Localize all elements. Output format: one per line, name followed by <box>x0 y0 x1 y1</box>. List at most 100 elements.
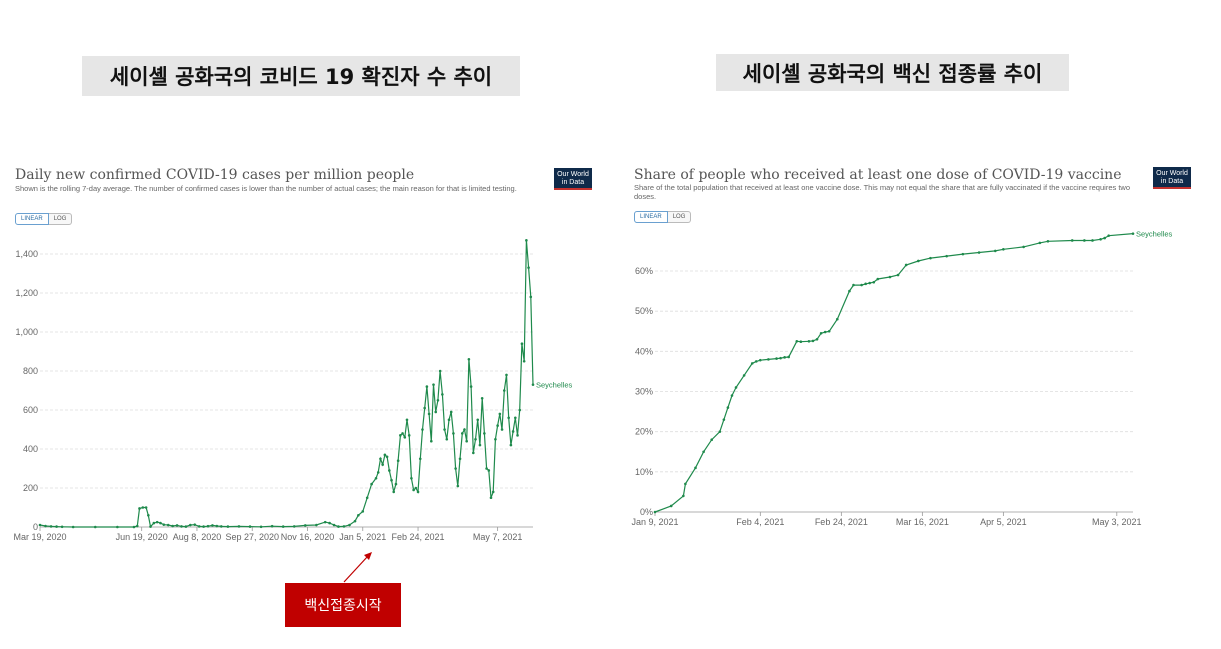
linear-button[interactable]: LINEAR <box>15 213 49 225</box>
x-tick-label: Feb 24, 2021 <box>392 532 445 542</box>
data-point <box>447 418 451 422</box>
data-point <box>315 523 318 527</box>
data-point <box>917 259 920 263</box>
data-point <box>412 488 415 492</box>
data-point <box>421 428 424 431</box>
data-point <box>1046 239 1050 243</box>
x-tick-label: Jan 5, 2021 <box>339 532 386 542</box>
data-point <box>197 525 201 528</box>
data-point <box>381 463 384 466</box>
data-point <box>864 282 867 286</box>
data-point <box>730 394 734 397</box>
data-point <box>835 317 839 321</box>
data-point <box>423 406 426 410</box>
data-point <box>474 437 477 441</box>
x-tick-label: Feb 4, 2021 <box>736 517 784 527</box>
right-heading: 세이셸 공화국의 백신 접종률 추이 <box>716 54 1069 91</box>
data-point <box>529 295 533 299</box>
data-point <box>403 436 407 439</box>
data-point <box>509 443 513 447</box>
data-point <box>682 494 685 498</box>
series-end-label: Seychelles <box>1136 230 1173 239</box>
data-point <box>929 256 932 260</box>
data-point <box>135 524 139 528</box>
y-tick-label: 50% <box>635 306 653 316</box>
data-point <box>342 525 346 528</box>
data-point <box>399 434 402 437</box>
log-button[interactable]: LOG <box>48 213 73 225</box>
x-tick-label: May 3, 2021 <box>1092 517 1142 527</box>
data-point <box>787 355 790 359</box>
data-point <box>726 406 730 409</box>
data-point <box>379 457 382 461</box>
data-point <box>522 359 526 363</box>
data-point <box>750 362 754 365</box>
data-point <box>332 523 336 527</box>
data-point <box>811 339 815 343</box>
data-point <box>60 525 64 529</box>
data-point <box>734 386 738 389</box>
data-point <box>483 432 486 435</box>
data-point <box>498 412 502 416</box>
data-point <box>514 416 517 420</box>
data-point <box>405 418 409 422</box>
data-point <box>888 275 892 279</box>
annotation-arrow-line <box>343 555 369 583</box>
data-point <box>441 393 444 396</box>
data-point <box>904 263 908 267</box>
data-point <box>414 486 418 490</box>
data-point <box>138 507 141 510</box>
x-tick-label: Jan 9, 2021 <box>631 517 678 527</box>
data-point <box>141 506 145 509</box>
data-point <box>465 439 468 443</box>
data-point <box>55 525 58 528</box>
y-tick-label: 1,000 <box>15 327 38 337</box>
data-point <box>478 443 482 447</box>
data-point <box>147 514 150 517</box>
data-point <box>1107 234 1110 237</box>
data-point <box>184 525 188 528</box>
x-tick-label: Jun 19, 2020 <box>116 532 168 542</box>
data-point <box>418 457 422 461</box>
data-point <box>684 482 687 486</box>
data-point <box>49 525 53 528</box>
y-tick-label: 200 <box>23 483 38 493</box>
left-scale-toggle: LINEAR LOG <box>15 213 73 225</box>
data-point <box>742 374 746 377</box>
data-point <box>710 438 714 442</box>
y-tick-label: 600 <box>23 405 38 415</box>
vaccination-start-annotation: 백신접종시작 <box>285 583 401 627</box>
data-point <box>945 254 948 258</box>
log-button[interactable]: LOG <box>667 211 692 223</box>
data-point <box>718 430 722 433</box>
data-point <box>480 397 484 400</box>
data-point <box>860 283 863 287</box>
data-point <box>215 524 219 528</box>
data-point <box>759 358 762 362</box>
data-point <box>472 451 475 455</box>
data-point <box>303 524 307 527</box>
data-point <box>206 524 210 528</box>
data-point <box>507 416 510 420</box>
data-point <box>1022 245 1025 249</box>
data-point <box>337 525 340 528</box>
data-point <box>430 439 433 443</box>
data-point <box>505 373 508 377</box>
data-point <box>434 410 438 414</box>
data-point <box>237 525 241 528</box>
linear-button[interactable]: LINEAR <box>634 211 668 223</box>
data-point <box>799 340 803 343</box>
data-point <box>1131 232 1135 235</box>
left-chart-subtitle: Shown is the rolling 7-day average. The … <box>15 184 517 193</box>
data-point <box>452 432 455 435</box>
data-point <box>152 521 156 525</box>
data-point <box>469 385 473 388</box>
data-point <box>1091 239 1094 242</box>
data-point <box>775 357 778 360</box>
owid-logo[interactable]: Our World in Data <box>1153 167 1191 189</box>
data-point <box>1002 248 1005 251</box>
data-point <box>819 331 823 335</box>
data-point <box>807 339 811 343</box>
y-tick-label: 20% <box>635 427 653 437</box>
owid-logo[interactable]: Our World in Data <box>554 168 592 190</box>
